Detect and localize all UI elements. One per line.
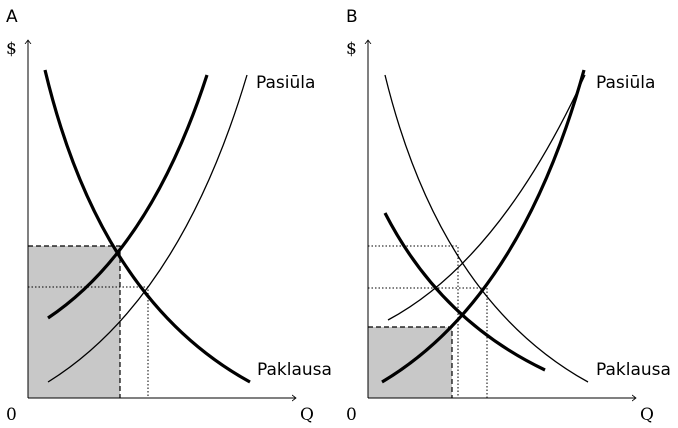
origin-label: 0 — [346, 405, 357, 425]
supply-curve — [387, 74, 586, 321]
panel-label: A — [6, 7, 18, 27]
panel-a: A $ 0 Q Pasiūla Paklausa — [6, 7, 332, 425]
supply-curve — [47, 74, 248, 383]
x-axis-label: Q — [640, 405, 654, 425]
supply-curve — [381, 69, 586, 384]
demand-curve — [383, 212, 546, 372]
x-axis-label: Q — [300, 405, 314, 425]
origin-label: 0 — [6, 405, 17, 425]
demand-label: Paklausa — [596, 360, 671, 380]
supply-label: Pasiūla — [256, 73, 315, 93]
y-axis-label: $ — [346, 39, 357, 59]
panel-label: B — [346, 7, 358, 27]
supply-curve — [47, 74, 209, 320]
shaded-area — [28, 246, 120, 398]
demand-label: Paklausa — [257, 360, 332, 380]
equilibrium-lines — [28, 245, 121, 398]
demand-curve — [384, 74, 589, 383]
supply-label: Pasiūla — [596, 73, 655, 93]
panel-b: B $ 0 Q Pasiūla Paklausa — [346, 7, 671, 425]
demand-curve — [43, 69, 251, 384]
y-axis-label: $ — [6, 39, 17, 59]
equilibrium-lines — [368, 287, 488, 398]
